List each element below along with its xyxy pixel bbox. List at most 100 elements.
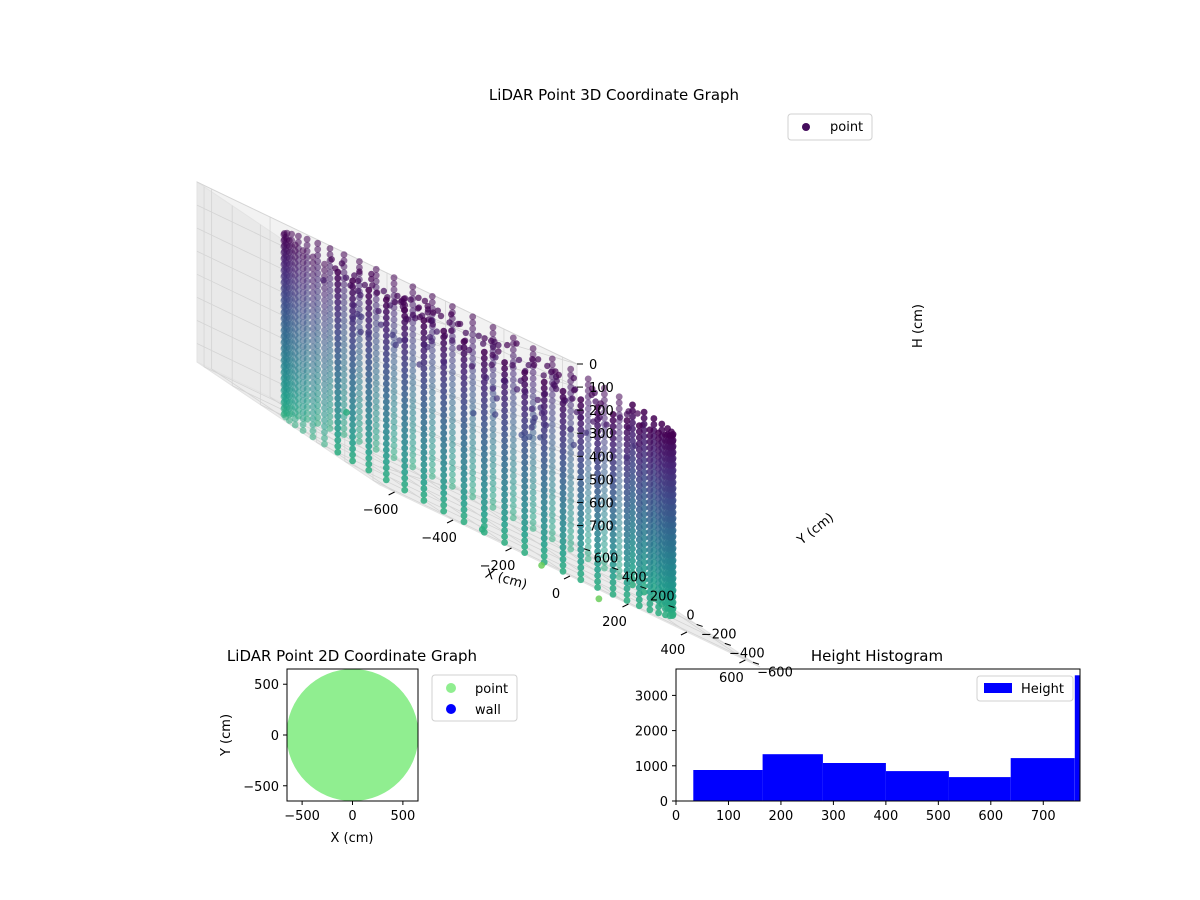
point-3d: [529, 355, 536, 363]
point-3d: [321, 434, 328, 442]
point-3d: [513, 386, 521, 393]
point-3d: [584, 399, 592, 407]
point-3d: [609, 543, 617, 550]
point-3d: [601, 450, 608, 458]
point-3d: [577, 528, 585, 536]
point-3d: [501, 509, 508, 516]
point-3d: [349, 349, 356, 357]
point-3d: [449, 441, 456, 448]
point-3d: [428, 425, 436, 432]
point-3d: [623, 513, 631, 520]
point-3d: [488, 361, 495, 369]
point-3d: [326, 299, 334, 306]
point-3d: [501, 521, 508, 528]
point-3d: [303, 241, 311, 249]
point-3d: [390, 430, 398, 438]
point-3d: [401, 462, 409, 470]
point-3d: [594, 434, 601, 441]
point-3d: [321, 284, 328, 292]
point-3d: [286, 309, 293, 316]
point-3d: [480, 390, 488, 398]
point-3d: [299, 277, 307, 284]
point-3d: [529, 447, 537, 454]
point-3d: [594, 464, 601, 471]
point-3d: [629, 557, 636, 565]
point-3d: [460, 464, 468, 472]
point-3d: [401, 366, 409, 374]
point-3d: [623, 567, 631, 574]
point-3d: [356, 420, 363, 427]
point-3d: [609, 585, 617, 592]
point-3d: [428, 371, 436, 378]
point-3d: [559, 489, 567, 497]
point-3d: [326, 371, 334, 378]
point-3d: [382, 392, 390, 400]
point-3d: [420, 419, 428, 426]
point-3d: [449, 337, 456, 344]
point-3d: [615, 405, 623, 413]
point-3d: [609, 495, 617, 502]
point-3d: [295, 232, 302, 240]
x-tick: [680, 631, 688, 636]
point-3d: [460, 416, 468, 424]
point-3d: [326, 401, 334, 408]
point-3d: [390, 322, 398, 330]
point-3d: [615, 525, 623, 533]
point-3d: [548, 487, 556, 495]
point-3d: [521, 435, 529, 442]
point-3d: [368, 275, 375, 283]
point-3d: [584, 459, 592, 467]
point-3d: [428, 443, 436, 450]
point-3d: [509, 412, 517, 420]
point-3d: [609, 531, 617, 538]
point-3d: [623, 483, 631, 490]
point-3d: [326, 413, 334, 420]
point-3d: [489, 473, 497, 481]
point-3d: [340, 287, 348, 294]
point-3d: [420, 479, 428, 486]
point-3d: [372, 331, 380, 339]
point-3d: [489, 385, 497, 392]
y-tick-label: 0: [660, 795, 668, 810]
point-3d: [480, 498, 488, 506]
point-3d: [655, 441, 662, 449]
point-3d: [390, 400, 398, 408]
point-3d: [309, 313, 317, 321]
point-3d: [509, 472, 517, 480]
point-3d: [365, 436, 373, 444]
point-3d: [577, 426, 585, 434]
point-3d: [382, 308, 390, 316]
point-3d: [480, 432, 488, 440]
point-3d: [609, 549, 617, 556]
y-tick-label: 200: [650, 590, 675, 605]
point-3d: [609, 459, 617, 466]
point-3d: [390, 382, 398, 390]
legend-marker-point: [802, 123, 810, 131]
gridline: [196, 181, 578, 365]
point-3d: [501, 377, 508, 384]
point-3d: [299, 415, 307, 422]
point-3d: [372, 421, 380, 429]
point-3d: [540, 426, 548, 434]
point-3d: [334, 394, 342, 402]
point-3d: [460, 356, 468, 364]
point-3d: [646, 534, 654, 542]
point-3d: [540, 546, 548, 554]
point-3d: [577, 444, 585, 452]
point-3d: [449, 303, 456, 310]
point-3d: [559, 411, 567, 419]
point-3d: [529, 471, 537, 478]
point-3d: [655, 447, 662, 455]
point-3d: [372, 391, 380, 399]
point-3d: [521, 525, 529, 532]
point-3d: [382, 332, 390, 340]
point-3d: [291, 415, 299, 423]
point-3d: [409, 367, 417, 375]
point-3d: [349, 451, 356, 459]
point-3d: [646, 564, 654, 572]
point-3d: [340, 431, 348, 438]
point-3d: [440, 459, 448, 467]
point-3d: [469, 325, 477, 333]
point-3d: [291, 409, 299, 417]
point-3d: [449, 399, 456, 406]
